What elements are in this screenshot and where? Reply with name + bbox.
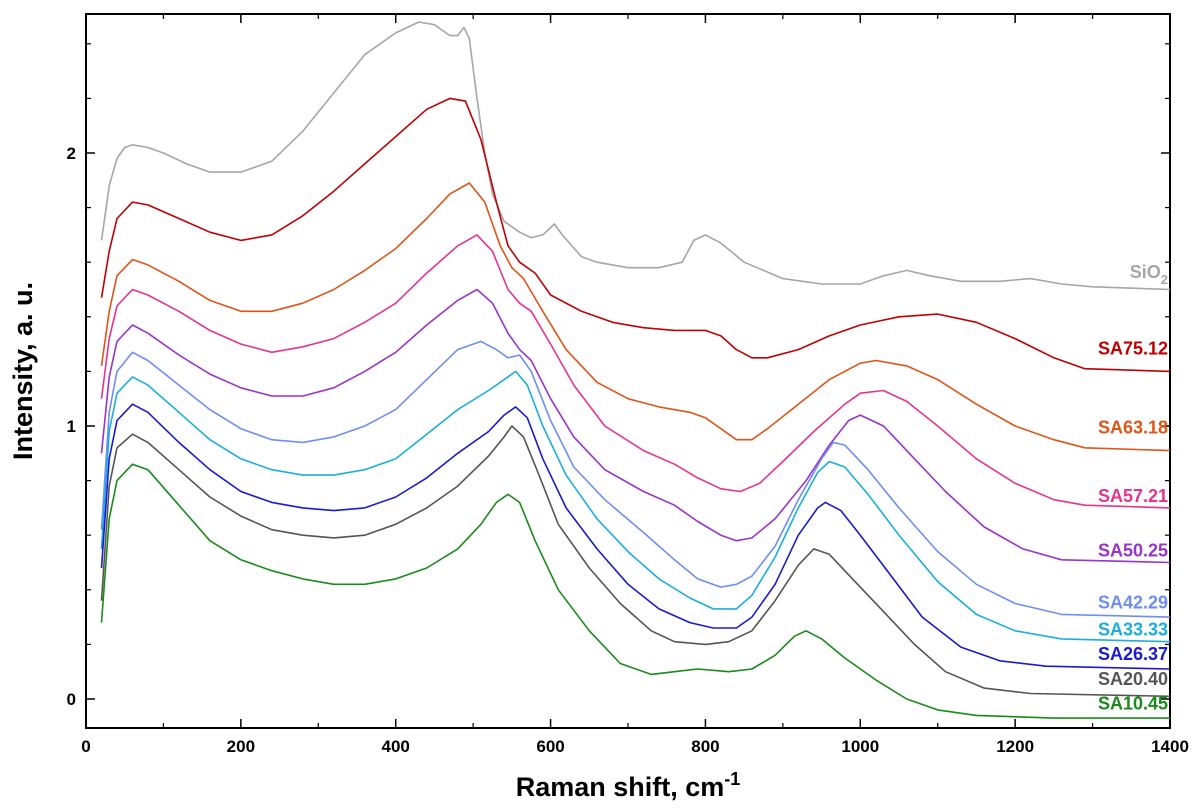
series-labels: SiO2 SA75.12 SA63.18 SA57.21 SA50.25 SA42.29 S… — [1098, 262, 1168, 713]
x-axis-title: Raman shift, cm-1 — [516, 769, 741, 802]
series-line-8 — [100, 425, 1171, 698]
x-tick-label: 1400 — [1151, 737, 1189, 756]
series-label-6: SA33.33 — [1098, 620, 1168, 640]
series-label-4: SA50.25 — [1098, 541, 1168, 561]
series-line-1 — [100, 97, 1171, 373]
x-axis-title-superscript: -1 — [724, 769, 740, 789]
series-label-2: SA63.18 — [1098, 418, 1168, 438]
series-label-5: SA42.29 — [1098, 592, 1168, 612]
y-tick-label: 1 — [67, 417, 76, 436]
series-line-6 — [100, 370, 1171, 643]
series-line-2 — [100, 182, 1171, 452]
x-axis-title-text: Raman shift, cm — [516, 772, 725, 802]
series-line-4 — [100, 288, 1171, 564]
series-label-3: SA57.21 — [1098, 486, 1168, 506]
x-tick-label: 200 — [227, 737, 255, 756]
axis-ticks: 0 200 400 600 800 1000 1200 1400 0 1 2 — [67, 14, 1189, 756]
plot-frame — [85, 13, 1171, 729]
series-label-0: SiO2 — [1130, 262, 1168, 287]
series-line-0 — [100, 21, 1171, 291]
x-tick-label: 600 — [536, 737, 564, 756]
x-tick-label: 400 — [382, 737, 410, 756]
series-label-8: SA20.40 — [1098, 669, 1168, 689]
x-tick-label: 1000 — [841, 737, 879, 756]
series-line-9 — [100, 463, 1170, 719]
series-layer — [100, 21, 1171, 719]
series-line-7 — [100, 403, 1171, 670]
x-tick-label: 0 — [81, 737, 90, 756]
y-tick-label: 0 — [67, 690, 76, 709]
y-axis-title: Intensity, a. u. — [8, 282, 38, 460]
series-line-5 — [100, 340, 1171, 618]
y-tick-label: 2 — [67, 144, 76, 163]
series-label-1: SA75.12 — [1098, 338, 1168, 358]
series-line-3 — [100, 234, 1171, 509]
series-label-7: SA26.37 — [1098, 644, 1168, 664]
x-tick-label: 1200 — [996, 737, 1034, 756]
x-tick-label: 800 — [691, 737, 719, 756]
series-label-9: SA10.45 — [1098, 693, 1168, 713]
